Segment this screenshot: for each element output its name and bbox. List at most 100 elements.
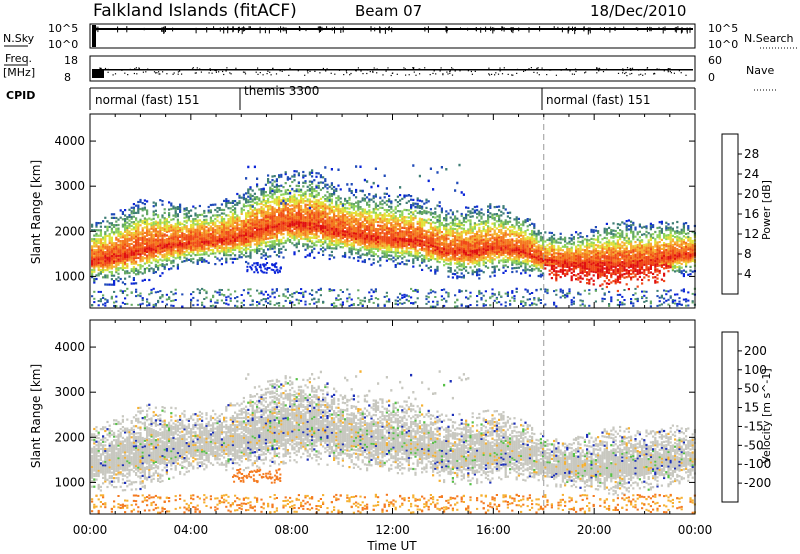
power-cell — [148, 230, 151, 233]
power-cell — [234, 234, 237, 237]
power-cell-upper — [317, 181, 320, 185]
power-cell — [355, 241, 358, 244]
power-cell — [119, 240, 122, 243]
nave-point — [487, 69, 490, 71]
power-cell — [300, 235, 303, 238]
power-cell — [374, 238, 377, 241]
power-cell — [438, 239, 441, 242]
power-cell-near — [335, 305, 338, 308]
power-cell — [141, 214, 144, 217]
power-cell — [148, 217, 151, 220]
power-cell — [264, 191, 267, 194]
power-cell — [355, 217, 358, 220]
power-cell — [434, 252, 437, 255]
power-cell-upper — [418, 174, 421, 178]
power-cell — [280, 173, 283, 176]
power-cell — [179, 221, 182, 224]
power-cell — [187, 237, 190, 240]
power-cell — [357, 221, 360, 224]
power-cell — [293, 236, 296, 240]
power-cell — [348, 196, 351, 199]
power-cell — [313, 202, 316, 205]
power-cell — [223, 219, 226, 222]
power-cell — [440, 223, 443, 226]
power-cell-near — [339, 289, 342, 291]
power-cell — [425, 235, 428, 238]
power-cell — [198, 237, 201, 240]
power-cell — [383, 214, 386, 217]
power-cell — [410, 216, 413, 219]
power-cell — [163, 258, 166, 261]
power-cell — [414, 215, 417, 218]
power-cell — [359, 249, 362, 252]
power-cell — [157, 214, 160, 217]
power-cell — [328, 257, 331, 261]
power-cell — [374, 247, 377, 250]
power-cell — [403, 219, 406, 222]
power-cell — [260, 206, 263, 209]
power-cell — [350, 247, 353, 250]
power-cell — [154, 233, 157, 236]
power-cell — [317, 193, 320, 197]
freq-line — [92, 69, 693, 71]
power-cell — [205, 236, 208, 239]
power-cell — [352, 212, 355, 215]
power-cell-near — [374, 288, 377, 291]
power-cell — [355, 234, 358, 237]
power-cell — [110, 240, 113, 243]
power-cell — [124, 230, 127, 233]
power-cell — [207, 243, 210, 246]
power-cell — [130, 282, 133, 285]
power-cell-near — [264, 300, 267, 303]
power-cell — [396, 247, 399, 251]
power-cell — [223, 241, 226, 244]
power-cell-near — [399, 302, 402, 305]
power-cell — [218, 230, 221, 233]
power-cell — [121, 263, 124, 266]
power-cell — [344, 221, 347, 224]
power-cell-upper — [286, 178, 289, 181]
power-cell — [214, 223, 217, 226]
power-cell — [148, 232, 151, 235]
power-cell — [374, 229, 377, 232]
power-cell — [273, 209, 276, 212]
power-cell — [245, 248, 248, 251]
power-cell — [260, 226, 263, 229]
power-cell — [126, 217, 129, 221]
power-cell — [405, 263, 408, 266]
power-cell — [157, 226, 160, 230]
power-cell — [181, 230, 184, 233]
power-cell — [128, 255, 131, 258]
power-cell — [185, 241, 188, 244]
power-cell — [128, 230, 131, 233]
power-cell — [108, 254, 111, 257]
power-cell — [348, 213, 351, 216]
power-cell — [436, 238, 439, 241]
power-cell — [132, 237, 135, 240]
power-cell — [102, 254, 105, 257]
power-cell-near — [416, 289, 419, 292]
nave-point — [435, 73, 437, 75]
power-cell — [311, 171, 314, 174]
power-cell — [245, 255, 248, 258]
power-cell — [368, 218, 371, 221]
nsky-tick-right-bottom: 10^0 — [708, 38, 738, 51]
power-cell — [150, 223, 153, 227]
power-cell — [366, 228, 369, 231]
power-cell — [271, 220, 274, 223]
power-cell — [302, 234, 305, 237]
power-cell — [247, 195, 250, 198]
power-cell — [121, 250, 124, 253]
power-cell — [150, 231, 153, 234]
power-cell — [93, 229, 96, 232]
power-cell — [260, 191, 263, 194]
power-cell — [236, 232, 239, 235]
power-cell — [249, 215, 252, 218]
power-cell — [102, 243, 105, 246]
power-cell — [172, 228, 175, 232]
nave-point — [155, 72, 157, 74]
power-cell — [236, 229, 239, 232]
power-cell — [396, 251, 399, 254]
power-cell — [247, 238, 250, 242]
power-cell — [172, 237, 175, 241]
